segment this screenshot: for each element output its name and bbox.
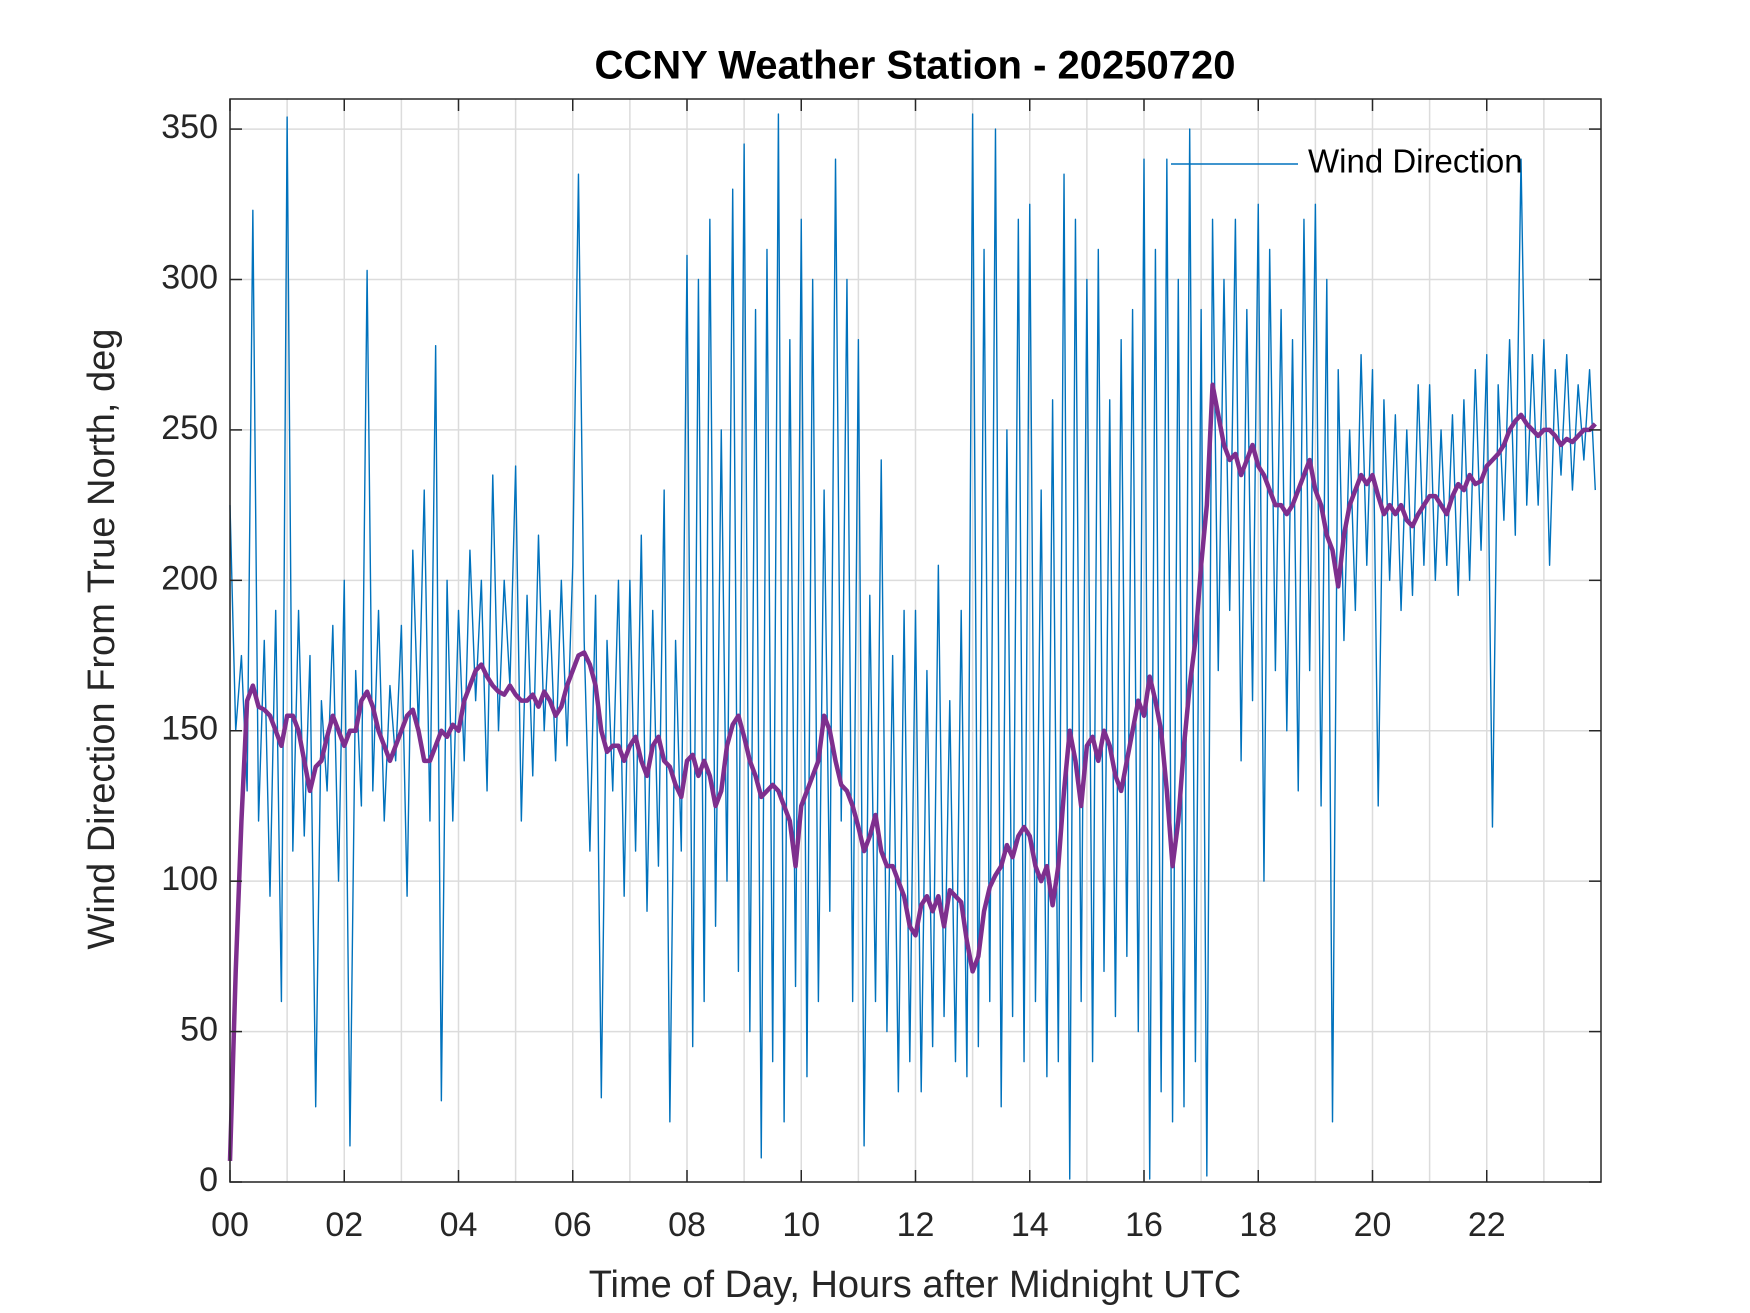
y-tick-label: 50 bbox=[180, 1011, 218, 1049]
x-tick-label: 14 bbox=[1011, 1206, 1049, 1244]
y-axis-label: Wind Direction From True North, deg bbox=[81, 329, 123, 950]
y-tick-label: 300 bbox=[161, 258, 218, 296]
x-tick-label: 04 bbox=[440, 1206, 478, 1244]
legend-label: Wind Direction bbox=[1308, 143, 1523, 180]
x-tick-label: 18 bbox=[1239, 1206, 1277, 1244]
y-tick-label: 0 bbox=[199, 1161, 218, 1199]
data-line bbox=[227, 382, 1597, 1162]
x-tick-label: 00 bbox=[211, 1206, 249, 1244]
x-tick-label: 16 bbox=[1125, 1206, 1163, 1244]
x-axis-label: Time of Day, Hours after Midnight UTC bbox=[589, 1264, 1242, 1306]
chart-title: CCNY Weather Station - 20250720 bbox=[595, 44, 1236, 88]
data-line bbox=[229, 113, 1596, 1180]
y-tick-label: 350 bbox=[161, 108, 218, 146]
x-tick-label: 10 bbox=[782, 1206, 820, 1244]
x-tick-label: 02 bbox=[325, 1206, 363, 1244]
y-tick-label: 100 bbox=[161, 860, 218, 898]
y-tick-label: 250 bbox=[161, 409, 218, 447]
y-tick-label: 200 bbox=[161, 559, 218, 597]
y-tick-label: 150 bbox=[161, 710, 218, 748]
x-tick-label: 20 bbox=[1354, 1206, 1392, 1244]
x-tick-label: 22 bbox=[1468, 1206, 1506, 1244]
x-tick-label: 06 bbox=[554, 1206, 592, 1244]
x-tick-label: 12 bbox=[897, 1206, 935, 1244]
x-tick-label: 08 bbox=[668, 1206, 706, 1244]
